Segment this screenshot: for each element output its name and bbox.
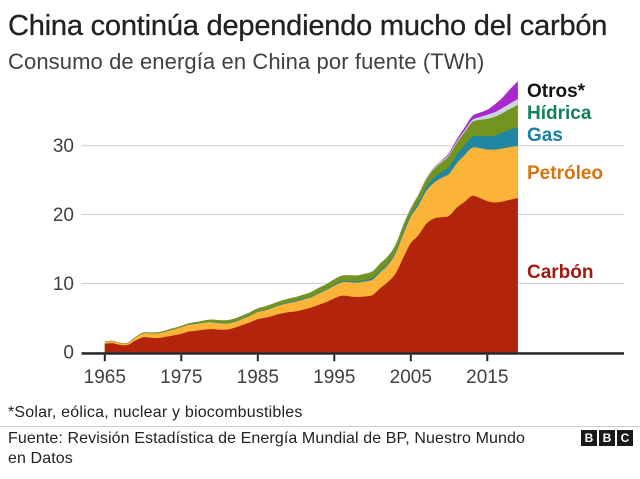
x-tick-1995	[333, 354, 336, 362]
series-label-carbn: Carbón	[527, 262, 594, 283]
chart-subtitle: Consumo de energía en China por fuente (…	[8, 49, 485, 74]
x-tick-label-1965: 1965	[84, 367, 126, 388]
y-tick-label-30: 30	[53, 136, 74, 157]
x-tick-label-2015: 2015	[466, 367, 508, 388]
bbc-logo-letter-b1: B	[581, 430, 597, 446]
x-tick-2005	[409, 354, 412, 362]
y-tick-label-20: 20	[53, 205, 74, 226]
series-label-petrleo: Petróleo	[527, 163, 603, 184]
bbc-logo-letter-c: C	[617, 430, 633, 446]
chart-footnote: *Solar, eólica, nuclear y biocombustible…	[8, 404, 303, 421]
x-axis-line	[81, 352, 624, 355]
source-credit: Fuente: Revisión Estadística de Energía …	[8, 430, 526, 467]
y-tick-label-0: 0	[63, 343, 74, 364]
area-carbn	[104, 195, 518, 353]
x-tick-1975	[180, 354, 183, 362]
bbc-logo: B B C	[581, 430, 633, 446]
bbc-logo-letter-b2: B	[599, 430, 615, 446]
x-tick-1965	[103, 354, 106, 362]
x-tick-label-2005: 2005	[390, 367, 432, 388]
y-tick-label-10: 10	[53, 274, 74, 295]
x-tick-2015	[486, 354, 489, 362]
series-label-gas: Gas	[527, 125, 563, 146]
series-label-hdrica: Hídrica	[527, 103, 592, 124]
series-label-otros: Otros*	[527, 81, 586, 102]
x-tick-1985	[256, 354, 259, 362]
page-title: China continúa dependiendo mucho del car…	[8, 10, 608, 42]
x-tick-label-1975: 1975	[160, 367, 202, 388]
x-tick-label-1985: 1985	[237, 367, 279, 388]
footer-divider	[0, 426, 640, 427]
x-tick-label-1995: 1995	[313, 367, 355, 388]
